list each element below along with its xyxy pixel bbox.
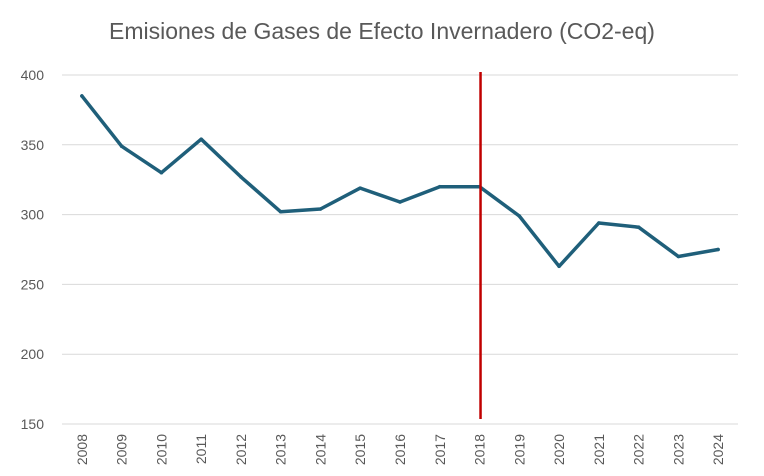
x-tick-label-2008: 2008 [74, 434, 90, 465]
data-point-2022 [636, 225, 641, 229]
data-point-2011 [199, 137, 203, 141]
data-point-2023 [676, 254, 681, 259]
x-tick-label-2020: 2020 [551, 434, 567, 465]
y-tick-label-250: 250 [21, 276, 45, 292]
data-point-2012 [239, 175, 243, 179]
x-tick-label-2016: 2016 [392, 434, 408, 465]
x-tick-label-2022: 2022 [631, 434, 647, 465]
data-point-2008 [80, 94, 84, 98]
x-axis-tick-labels: 2008 2009 2010 2011 2012 2013 2014 2015 2016 2017… [74, 434, 726, 465]
data-point-2013 [278, 210, 283, 214]
data-point-2019 [517, 214, 522, 218]
x-tick-label-2010: 2010 [153, 434, 169, 465]
data-point-2014 [318, 207, 323, 211]
y-tick-label-350: 350 [21, 137, 45, 153]
y-tick-label-150: 150 [21, 416, 45, 432]
y-tick-label-200: 200 [21, 346, 45, 362]
data-point-2020 [557, 264, 561, 269]
x-tick-label-2009: 2009 [114, 434, 130, 465]
x-tick-label-2017: 2017 [432, 434, 448, 465]
chart-title: Emisiones de Gases de Efecto Invernadero… [109, 18, 655, 44]
data-point-2017 [438, 184, 442, 189]
data-point-2015 [358, 186, 362, 190]
x-tick-label-2018: 2018 [472, 434, 488, 465]
series-group [80, 94, 720, 269]
x-tick-label-2024: 2024 [710, 434, 726, 465]
x-tick-label-2019: 2019 [511, 434, 527, 465]
data-point-2024 [716, 247, 720, 252]
series-line-0 [80, 94, 720, 269]
x-tick-label-2015: 2015 [352, 434, 368, 465]
x-tick-label-2014: 2014 [312, 434, 328, 465]
y-tick-label-300: 300 [21, 207, 45, 223]
gridlines [62, 74, 738, 425]
data-point-2021 [597, 221, 601, 225]
x-tick-label-2011: 2011 [193, 434, 209, 464]
x-tick-label-2023: 2023 [670, 434, 686, 465]
data-point-2010 [159, 170, 164, 175]
data-point-2016 [398, 200, 402, 204]
y-tick-label-400: 400 [21, 67, 45, 83]
x-tick-label-2012: 2012 [233, 434, 249, 465]
data-point-2009 [119, 144, 124, 148]
y-axis-tick-labels: 150 200 250 300 350 400 [21, 67, 45, 432]
x-tick-label-2013: 2013 [273, 434, 289, 465]
x-tick-label-2021: 2021 [591, 434, 607, 465]
